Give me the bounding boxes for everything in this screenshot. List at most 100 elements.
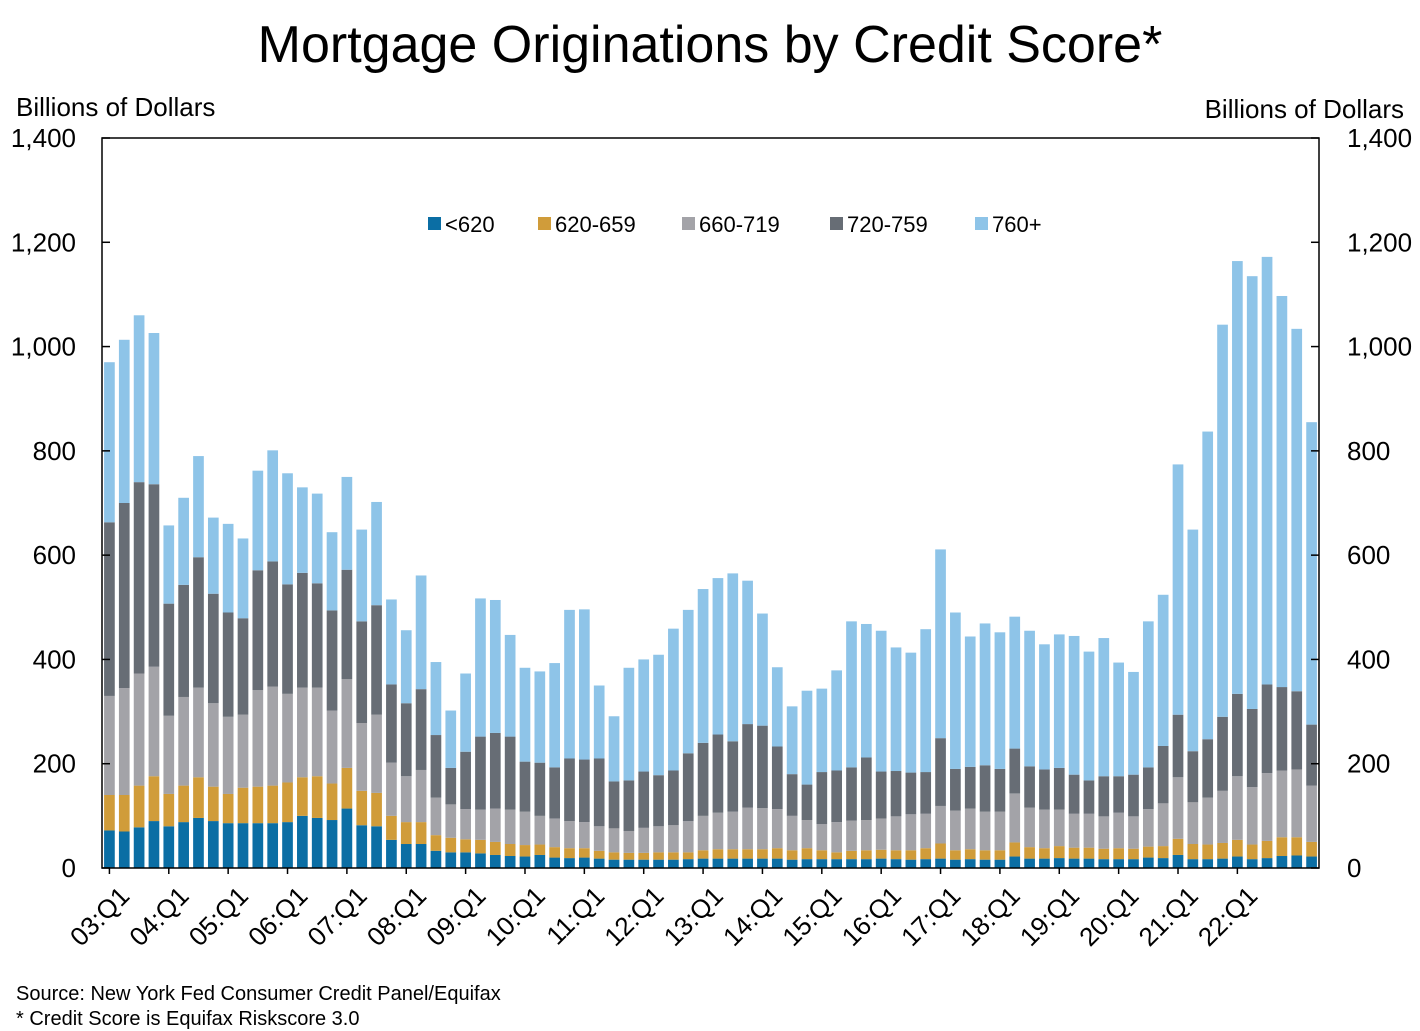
bar-segment-4-7 xyxy=(207,517,219,594)
x-tick-label-7: 10:Q1 xyxy=(480,881,551,952)
bar-segment-4-78 xyxy=(1261,256,1273,685)
bar-segment-2-81 xyxy=(1306,785,1317,842)
bar-segment-2-48 xyxy=(816,824,828,851)
bar-segment-4-70 xyxy=(1142,621,1154,768)
bar-segment-3-64 xyxy=(1053,767,1065,810)
bar-segment-4-8 xyxy=(222,523,234,613)
bar-segment-2-43 xyxy=(742,807,753,850)
bar-segment-2-58 xyxy=(964,808,976,850)
bar-segment-1-54 xyxy=(905,850,917,860)
bar-segment-1-61 xyxy=(1009,842,1021,857)
bar-segment-2-33 xyxy=(593,826,605,851)
y-tick-label-right-5: 1,000 xyxy=(1347,332,1412,362)
bar-segment-4-31 xyxy=(564,609,575,759)
bar-segment-2-59 xyxy=(979,811,991,851)
bar-segment-1-57 xyxy=(950,850,961,860)
bar-segment-2-69 xyxy=(1128,816,1139,849)
bar-segment-2-57 xyxy=(950,810,961,851)
bar-segment-1-3 xyxy=(148,776,160,822)
bar-segment-1-68 xyxy=(1113,848,1124,860)
bar-segment-0-78 xyxy=(1261,858,1273,868)
bar-segment-0-10 xyxy=(252,823,264,868)
bar-segment-4-32 xyxy=(579,609,590,760)
bar-segment-4-35 xyxy=(623,667,635,781)
x-tick-label-9: 12:Q1 xyxy=(598,881,669,952)
bar-segment-4-37 xyxy=(653,654,664,776)
bar-segment-0-31 xyxy=(564,858,575,868)
bar-segment-2-47 xyxy=(801,820,813,849)
bar-segment-0-3 xyxy=(148,821,160,868)
bar-segment-4-39 xyxy=(682,609,694,754)
x-tick-label-14: 17:Q1 xyxy=(895,881,966,952)
bars-layer xyxy=(104,256,1317,868)
x-tick-label-10: 13:Q1 xyxy=(658,881,729,952)
bar-segment-2-34 xyxy=(608,828,620,853)
bar-segment-2-26 xyxy=(489,808,501,842)
bar-segment-4-34 xyxy=(608,716,620,782)
legend-swatch-2 xyxy=(682,217,695,230)
bar-segment-3-78 xyxy=(1261,684,1273,774)
bar-segment-4-77 xyxy=(1246,276,1258,709)
bar-segment-1-36 xyxy=(638,852,650,860)
bar-segment-3-41 xyxy=(712,734,724,813)
bar-segment-4-71 xyxy=(1157,594,1169,746)
bar-segment-4-72 xyxy=(1172,464,1184,715)
bar-segment-4-2 xyxy=(133,315,145,483)
bar-segment-2-6 xyxy=(193,687,204,778)
bar-segment-1-78 xyxy=(1261,840,1273,859)
bar-segment-2-32 xyxy=(579,822,590,849)
credit-score-note: * Credit Score is Equifax Riskscore 3.0 xyxy=(16,1008,360,1030)
bar-segment-2-60 xyxy=(994,811,1006,851)
bar-segment-0-56 xyxy=(935,858,946,868)
legend-label-4: 760+ xyxy=(992,212,1042,237)
bar-segment-1-75 xyxy=(1217,842,1228,859)
bar-segment-1-44 xyxy=(757,849,768,859)
bar-segment-2-67 xyxy=(1098,816,1110,849)
bar-segment-4-33 xyxy=(593,685,605,759)
bar-segment-0-59 xyxy=(979,859,991,868)
bar-segment-0-18 xyxy=(371,826,382,868)
bar-segment-0-80 xyxy=(1291,855,1303,868)
y-tick-label-left-1: 200 xyxy=(33,749,76,779)
bar-segment-0-42 xyxy=(727,858,739,868)
bar-segment-2-46 xyxy=(786,815,798,851)
bar-segment-0-51 xyxy=(860,859,872,868)
bar-segment-1-18 xyxy=(371,792,382,827)
bar-segment-4-57 xyxy=(950,612,961,769)
bar-segment-0-21 xyxy=(415,844,427,868)
x-tick-label-2: 05:Q1 xyxy=(183,881,254,952)
bar-segment-4-19 xyxy=(386,599,397,685)
bar-segment-2-62 xyxy=(1024,807,1035,848)
bar-segment-4-48 xyxy=(816,688,828,773)
bar-segment-3-51 xyxy=(860,757,872,821)
bar-segment-0-24 xyxy=(460,852,471,868)
bar-segment-1-58 xyxy=(964,849,976,860)
bar-segment-0-57 xyxy=(950,859,961,868)
bar-segment-4-22 xyxy=(430,662,442,736)
bar-segment-2-40 xyxy=(697,815,709,851)
x-tick-label-17: 20:Q1 xyxy=(1073,881,1144,952)
bar-segment-3-1 xyxy=(118,503,130,689)
bar-segment-4-14 xyxy=(311,493,323,584)
bar-segment-1-20 xyxy=(400,822,412,845)
bar-segment-3-46 xyxy=(786,774,798,816)
bar-segment-4-59 xyxy=(979,623,991,766)
bar-segment-0-73 xyxy=(1187,859,1199,868)
bar-segment-1-79 xyxy=(1276,837,1288,857)
legend-swatch-1 xyxy=(538,217,551,230)
bar-segment-3-37 xyxy=(653,775,664,827)
bar-segment-4-41 xyxy=(712,578,724,735)
bar-segment-1-64 xyxy=(1053,846,1065,859)
legend-label-1: 620-659 xyxy=(555,212,636,237)
bar-segment-0-44 xyxy=(757,858,768,868)
bar-segment-2-53 xyxy=(890,816,902,851)
bar-segment-2-54 xyxy=(905,814,917,851)
legend-label-0: <620 xyxy=(445,212,495,237)
bar-segment-4-28 xyxy=(519,667,531,762)
bar-segment-0-36 xyxy=(638,859,650,868)
bar-segment-2-16 xyxy=(341,679,353,768)
bar-segment-4-25 xyxy=(475,598,486,737)
bar-segment-4-15 xyxy=(326,532,338,611)
bar-segment-3-61 xyxy=(1009,748,1021,794)
bar-segment-3-45 xyxy=(771,746,783,810)
